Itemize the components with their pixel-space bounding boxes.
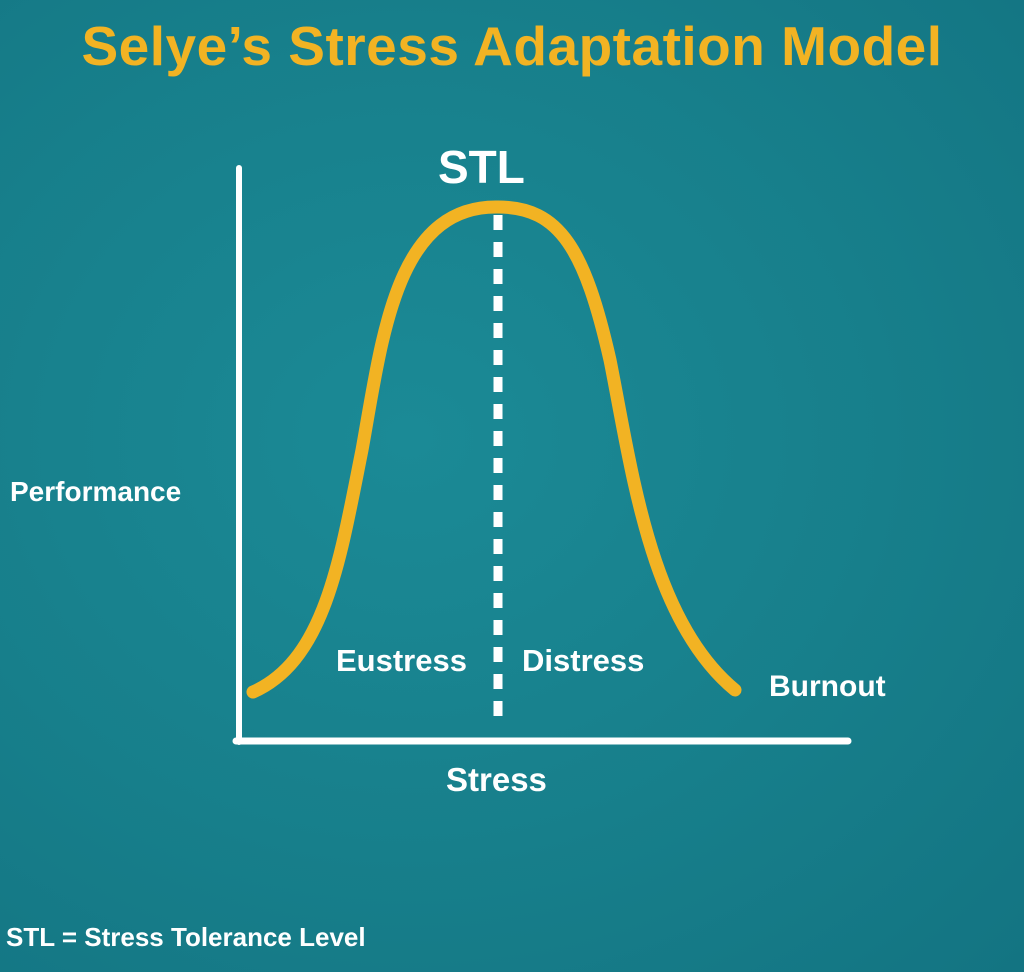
distress-label: Distress [522, 643, 645, 678]
footnote: STL = Stress Tolerance Level [6, 922, 366, 952]
performance-curve [246, 200, 742, 699]
eustress-label: Eustress [336, 643, 467, 678]
diagram-title: Selye’s Stress Adaptation Model [81, 15, 943, 77]
y-axis-label: Performance [10, 476, 182, 507]
burnout-label: Burnout [769, 670, 886, 703]
x-axis-label: Stress [446, 761, 547, 798]
stl-label: STL [438, 141, 525, 193]
